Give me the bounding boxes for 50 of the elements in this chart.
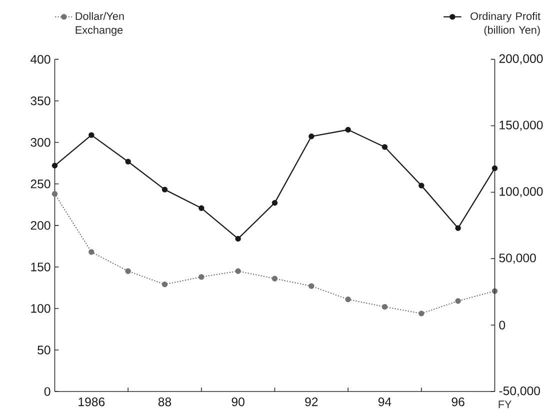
point	[125, 158, 131, 164]
legend-label: Dollar/Yen Exchange	[76, 12, 124, 36]
point	[162, 281, 168, 288]
point	[455, 298, 461, 304]
y2-tick-label: 100,000	[500, 187, 543, 198]
point	[52, 190, 58, 197]
x-tick-label: 1986	[78, 397, 105, 406]
y2-tick-label: 0	[499, 320, 506, 330]
y-tick-label: 300	[30, 138, 50, 147]
point	[308, 133, 314, 140]
point	[418, 310, 424, 316]
point	[345, 296, 351, 302]
point	[88, 132, 94, 138]
point	[272, 276, 278, 282]
x-tick-label: 90	[232, 397, 244, 406]
x-tick-label: 94	[378, 397, 392, 406]
y-tick-label: 100	[31, 304, 50, 313]
point	[418, 182, 424, 188]
y-tick-label: 400	[30, 54, 50, 64]
point	[382, 304, 388, 310]
point	[455, 225, 461, 231]
x-tick-label: 88	[158, 397, 172, 406]
point	[88, 249, 94, 255]
y2-tick-label: 200,000	[499, 54, 543, 64]
y-tick-label: 250	[30, 179, 50, 188]
legend-label: Ordinary Profit (billion Yen)	[470, 12, 540, 36]
point	[52, 162, 58, 168]
point	[492, 165, 498, 172]
point	[308, 283, 314, 289]
y2-tick-label: 50,000	[499, 253, 536, 264]
x-axis-title: FY	[498, 400, 512, 408]
point	[235, 268, 241, 274]
y-tick-label: 200	[30, 220, 50, 230]
y2-tick-label: -50,000	[499, 386, 540, 397]
point	[492, 288, 498, 294]
point	[272, 200, 278, 206]
x-tick-label: 92	[305, 397, 318, 406]
point	[345, 126, 351, 132]
y2-tick-label: 150,000	[500, 120, 543, 131]
point	[235, 236, 241, 242]
x-tick-label: 96	[452, 397, 464, 406]
y-tick-label: 50	[38, 346, 50, 354]
y-tick-label: 150	[31, 262, 50, 272]
point	[125, 268, 131, 274]
y-tick-label: 350	[30, 96, 50, 106]
point	[198, 205, 204, 211]
point	[382, 144, 388, 150]
point	[198, 274, 204, 280]
y-tick-label: 0	[44, 387, 50, 396]
point	[162, 186, 168, 192]
